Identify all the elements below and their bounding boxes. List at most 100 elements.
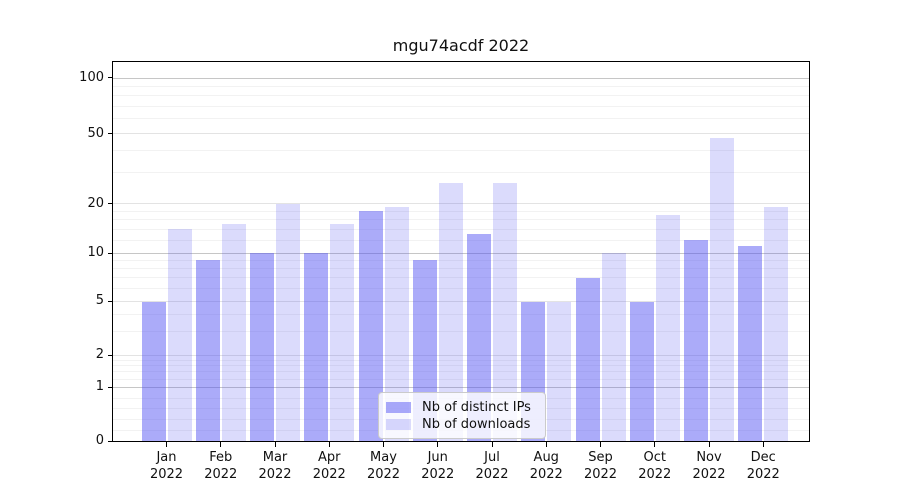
y-tick-label: 1 bbox=[95, 379, 104, 395]
bar-downloads-mar bbox=[276, 203, 300, 441]
bar-downloads-oct bbox=[655, 215, 680, 441]
plot-area: Nb of distinct IPs Nb of downloads bbox=[108, 61, 810, 447]
gridline-minor bbox=[113, 259, 809, 261]
gridline-minor bbox=[113, 314, 809, 316]
x-tick-year: 2022 bbox=[421, 467, 455, 482]
gridline-minor bbox=[113, 359, 809, 361]
x-tick-month: Feb bbox=[209, 450, 233, 465]
y-tick-mark bbox=[108, 300, 112, 302]
legend-label: Nb of distinct IPs bbox=[422, 399, 531, 415]
gridline-major bbox=[113, 77, 809, 79]
y-tick-mark bbox=[108, 252, 112, 254]
legend: Nb of distinct IPs Nb of downloads bbox=[378, 392, 546, 439]
bar-ips-sep bbox=[575, 277, 600, 441]
legend-row: Nb of distinct IPs bbox=[386, 399, 536, 415]
bar-ips-feb bbox=[195, 260, 220, 441]
x-tick-label: May 2022 bbox=[352, 449, 416, 483]
y-tick-label: 5 bbox=[95, 293, 104, 309]
x-tick-year: 2022 bbox=[583, 467, 618, 482]
x-tick-year: 2022 bbox=[366, 467, 401, 482]
x-tick-mark bbox=[545, 442, 547, 447]
bar-downloads-apr bbox=[330, 224, 355, 441]
gridline-minor bbox=[113, 228, 809, 230]
x-tick-month: Apr bbox=[318, 450, 341, 465]
x-tick-year: 2022 bbox=[475, 467, 509, 482]
legend-row: Nb of downloads bbox=[386, 416, 536, 432]
bar-downloads-dec bbox=[764, 207, 789, 441]
legend-swatch-distinct-ips bbox=[386, 401, 411, 413]
gridline-minor bbox=[113, 210, 809, 212]
x-tick-month: Jun bbox=[427, 450, 448, 465]
gridline-minor bbox=[113, 118, 809, 120]
gridline-minor bbox=[113, 218, 809, 220]
gridline-minor bbox=[113, 172, 809, 174]
y-tick-mark bbox=[108, 386, 112, 388]
gridline-minor bbox=[113, 378, 809, 380]
x-tick-label: Aug 2022 bbox=[514, 449, 578, 483]
gridline-minor bbox=[113, 331, 809, 333]
x-tick-mark bbox=[383, 442, 384, 447]
gridline-minor bbox=[113, 371, 809, 373]
x-tick-mark bbox=[274, 442, 276, 447]
x-tick-month: Jul bbox=[484, 450, 500, 465]
bar-ips-apr bbox=[304, 253, 329, 441]
x-tick-mark bbox=[437, 442, 439, 447]
x-tick-month: Mar bbox=[262, 450, 288, 465]
gridline-major bbox=[113, 355, 809, 356]
chart-title: mgu74acdf 2022 bbox=[392, 36, 530, 55]
x-tick-month: Jan bbox=[156, 450, 177, 465]
bar-ips-mar bbox=[250, 253, 274, 441]
x-tick-mark bbox=[600, 442, 601, 447]
bar-downloads-sep bbox=[601, 253, 626, 441]
gridline-minor bbox=[113, 106, 809, 108]
gridline-major bbox=[113, 133, 809, 135]
x-tick-month: May bbox=[370, 450, 397, 465]
y-tick-mark bbox=[108, 440, 112, 442]
x-tick-mark bbox=[491, 442, 493, 447]
x-tick-year: 2022 bbox=[149, 467, 184, 482]
y-tick-mark bbox=[108, 354, 112, 356]
y-tick-label: 10 bbox=[87, 245, 104, 261]
x-tick-label: Apr 2022 bbox=[297, 449, 361, 483]
x-tick-month: Oct bbox=[643, 450, 666, 465]
x-tick-month: Sep bbox=[588, 450, 613, 465]
gridline-major bbox=[113, 387, 809, 388]
y-tick-mark bbox=[108, 77, 112, 79]
x-tick-mark bbox=[328, 442, 330, 447]
x-tick-year: 2022 bbox=[529, 467, 563, 482]
x-tick-year: 2022 bbox=[638, 467, 672, 482]
x-tick-month: Nov bbox=[696, 450, 722, 465]
x-tick-label: Jul 2022 bbox=[460, 449, 524, 483]
x-tick-year: 2022 bbox=[692, 467, 726, 482]
x-tick-year: 2022 bbox=[204, 467, 238, 482]
x-tick-mark bbox=[708, 442, 710, 447]
x-tick-year: 2022 bbox=[258, 467, 292, 482]
x-tick-label: Sep 2022 bbox=[569, 449, 633, 483]
bar-downloads-jan bbox=[167, 229, 192, 441]
gridline-major bbox=[113, 203, 809, 205]
legend-label: Nb of downloads bbox=[422, 416, 531, 432]
x-tick-label: Jan 2022 bbox=[135, 449, 199, 483]
x-tick-label: Jun 2022 bbox=[406, 449, 470, 483]
bar-downloads-nov bbox=[710, 138, 734, 441]
y-tick-mark bbox=[108, 133, 112, 135]
x-tick-mark bbox=[220, 442, 222, 447]
gridline-minor bbox=[113, 239, 809, 241]
y-tick-label: 50 bbox=[87, 125, 104, 141]
x-tick-mark bbox=[654, 442, 656, 447]
legend-swatch-downloads bbox=[386, 418, 411, 430]
x-tick-mark bbox=[762, 442, 764, 447]
x-tick-mark bbox=[166, 442, 167, 447]
x-tick-month: Aug bbox=[533, 450, 559, 465]
x-tick-label: Feb 2022 bbox=[189, 449, 253, 483]
x-tick-label: Dec 2022 bbox=[731, 449, 795, 483]
bar-ips-dec bbox=[738, 246, 763, 441]
x-tick-label: Nov 2022 bbox=[677, 449, 741, 483]
gridline-minor bbox=[113, 150, 809, 152]
y-tick-label: 100 bbox=[79, 69, 104, 85]
gridline-minor bbox=[113, 95, 809, 97]
bar-downloads-aug bbox=[547, 301, 572, 441]
bar-ips-nov bbox=[684, 240, 708, 441]
gridline-major bbox=[113, 301, 809, 302]
